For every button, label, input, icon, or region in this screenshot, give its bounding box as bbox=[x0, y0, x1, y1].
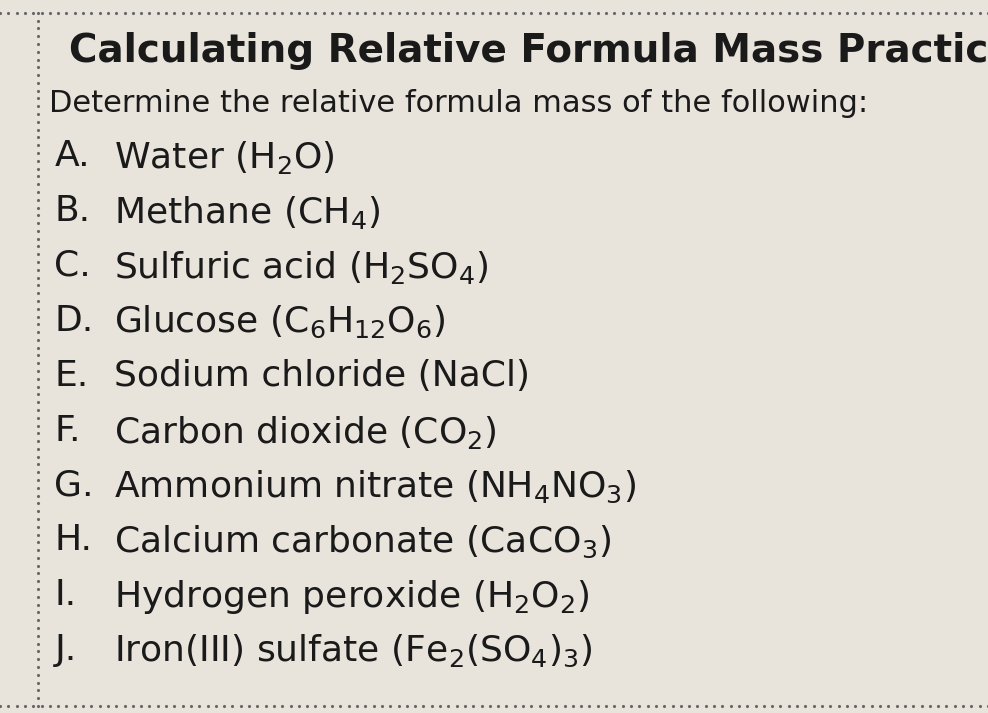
Text: Ammonium nitrate (NH$_4$NO$_3$): Ammonium nitrate (NH$_4$NO$_3$) bbox=[114, 468, 635, 505]
Text: Sulfuric acid (H$_2$SO$_4$): Sulfuric acid (H$_2$SO$_4$) bbox=[114, 249, 488, 286]
Text: D.: D. bbox=[54, 304, 94, 338]
Text: B.: B. bbox=[54, 194, 91, 228]
Text: Determine the relative formula mass of the following:: Determine the relative formula mass of t… bbox=[49, 89, 868, 118]
Text: Glucose (C$_6$H$_{12}$O$_6$): Glucose (C$_6$H$_{12}$O$_6$) bbox=[114, 304, 446, 340]
Text: Carbon dioxide (CO$_2$): Carbon dioxide (CO$_2$) bbox=[114, 414, 497, 451]
Text: Methane (CH$_4$): Methane (CH$_4$) bbox=[114, 194, 379, 231]
Text: Hydrogen peroxide (H$_2$O$_2$): Hydrogen peroxide (H$_2$O$_2$) bbox=[114, 578, 589, 616]
Text: A.: A. bbox=[54, 139, 90, 173]
Text: Calcium carbonate (CaCO$_3$): Calcium carbonate (CaCO$_3$) bbox=[114, 523, 611, 560]
Text: Water (H$_2$O): Water (H$_2$O) bbox=[114, 139, 334, 176]
Text: J.: J. bbox=[54, 633, 77, 667]
Text: G.: G. bbox=[54, 468, 94, 503]
Text: F.: F. bbox=[54, 414, 81, 448]
Text: Iron(III) sulfate (Fe$_2$(SO$_4$)$_3$): Iron(III) sulfate (Fe$_2$(SO$_4$)$_3$) bbox=[114, 633, 592, 670]
Text: C.: C. bbox=[54, 249, 91, 283]
Text: E.: E. bbox=[54, 359, 89, 393]
Text: H.: H. bbox=[54, 523, 92, 558]
Text: I.: I. bbox=[54, 578, 76, 612]
Text: Calculating Relative Formula Mass Practice: Calculating Relative Formula Mass Practi… bbox=[69, 32, 988, 70]
Text: Sodium chloride (NaCl): Sodium chloride (NaCl) bbox=[114, 359, 530, 393]
